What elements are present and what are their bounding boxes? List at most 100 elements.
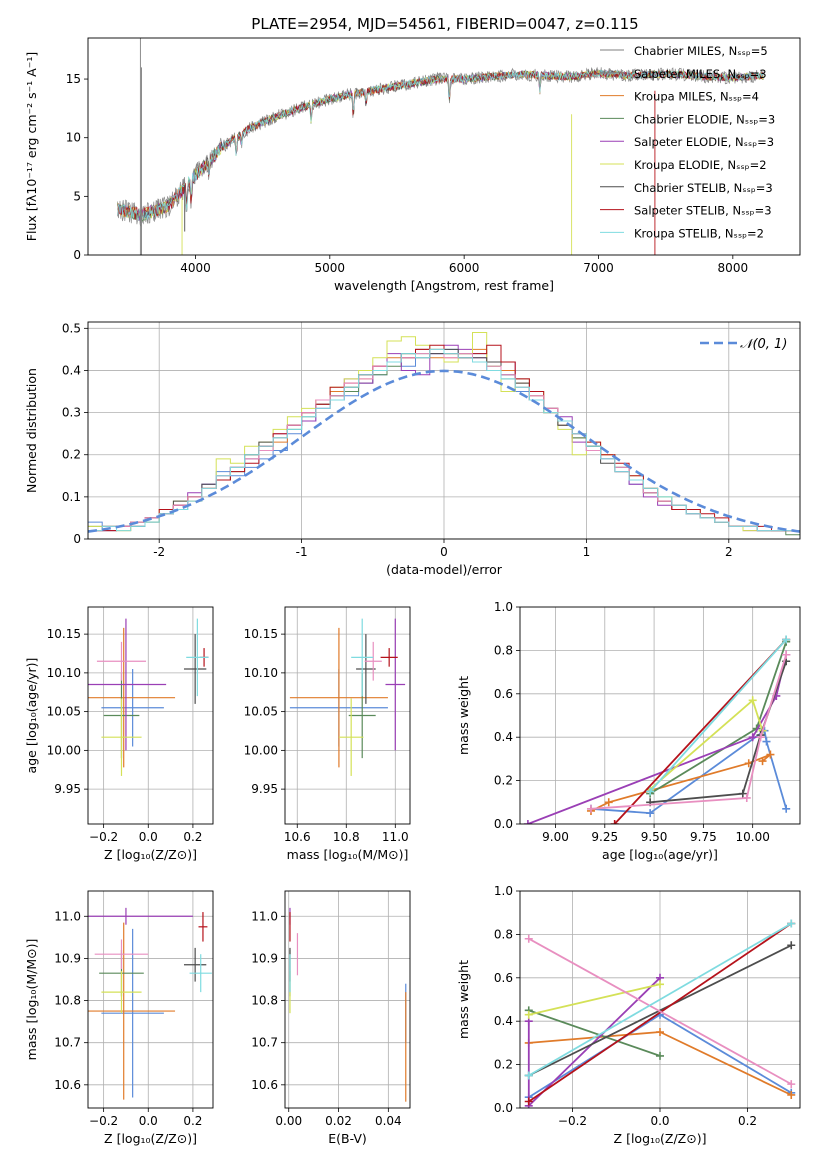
x-tick-label: 4000 — [180, 261, 211, 275]
weight-marker — [524, 934, 533, 943]
axes-frame — [284, 606, 411, 825]
plot-area — [520, 607, 800, 824]
weight-marker — [787, 1080, 796, 1089]
weight-marker — [782, 635, 791, 644]
panel-age_vs_Z: −0.2 0.0 0.2 9.95 10.00 10.05 10.10 10.15 Z [log… — [24, 606, 214, 862]
legend-label: Chabrier MILES, Nₛₛₚ=5 — [634, 44, 768, 58]
errorbar-point — [364, 641, 382, 681]
y-tick-label: 10.6 — [251, 1078, 278, 1092]
panel-residuals: -2 -1 0 1 2 0 0.1 0.2 0.3 0.4 0.5 (data-model)/erro… — [24, 321, 801, 577]
grid — [285, 607, 410, 824]
weight-line — [528, 1009, 661, 1057]
x-tick-label: 8000 — [718, 261, 749, 275]
legend-label: Kroupa ELODIE, Nₛₛₚ=2 — [634, 158, 767, 172]
panel-age_vs_mass: 10.6 10.8 11.0 9.95 10.00 10.05 10.10 10.15 mass… — [244, 606, 411, 862]
errorbar-point — [289, 627, 388, 768]
x-tick-label: 6000 — [449, 261, 480, 275]
plot-area — [117, 38, 764, 255]
errorbar-point — [101, 698, 142, 776]
weight-marker — [766, 750, 775, 759]
weight-series — [646, 657, 791, 807]
spectrum-line — [117, 69, 764, 221]
weight-line — [528, 937, 792, 1085]
grid — [285, 891, 410, 1108]
grid — [88, 322, 800, 539]
errorbar-point — [380, 648, 398, 667]
errorbar-point — [88, 618, 167, 751]
weight-marker — [610, 820, 619, 824]
y-tick-label: 0.4 — [494, 1014, 513, 1028]
normal-reference-curve — [88, 369, 800, 533]
y-tick-label: 11.0 — [54, 909, 81, 923]
plot-area — [88, 322, 800, 539]
y-tick-label: 0.0 — [494, 817, 513, 831]
y-tick-label: 10.7 — [54, 1036, 81, 1050]
x-axis-label: (data-model)/error — [386, 562, 503, 577]
errorbar-point — [385, 618, 406, 751]
legend: Chabrier MILES, Nₛₛₚ=5 Salpeter MILES, Nₛ… — [600, 44, 775, 240]
errorbar-point — [101, 971, 142, 1014]
panel-mass_vs_EBV: 0.00 0.02 0.04 10.6 10.7 10.8 10.9 11.0 E(B-V) — [251, 890, 411, 1146]
panel-spectrum: 4000 5000 6000 7000 8000 0 5 10 15 wavelength [An… — [24, 37, 801, 293]
y-tick-label: 0.2 — [494, 774, 513, 788]
y-tick-label: 10.9 — [251, 951, 278, 965]
legend-label: Salpeter ELODIE, Nₛₛₚ=3 — [634, 135, 774, 149]
x-tick-label: 0 — [440, 545, 448, 559]
x-tick-label: 10.6 — [284, 830, 311, 844]
y-axis-label: Normed distribution — [24, 368, 39, 493]
x-tick-label: 0.2 — [183, 1114, 202, 1128]
legend-label: Kroupa STELIB, Nₛₛₚ=2 — [634, 226, 764, 240]
weight-marker — [586, 804, 595, 813]
x-tick-label: 9.75 — [690, 830, 717, 844]
y-tick-label: 10.8 — [251, 994, 278, 1008]
weight-marker — [524, 1071, 533, 1080]
y-tick-label: 10 — [66, 131, 81, 145]
errorbar-point — [94, 939, 149, 969]
axes-frame — [87, 37, 801, 256]
y-tick-label: 0.5 — [62, 321, 81, 335]
y-tick-label: 10.00 — [244, 743, 278, 757]
weight-marker — [782, 650, 791, 659]
errorbar-point — [88, 922, 176, 1100]
x-tick-label: 0.02 — [325, 1114, 352, 1128]
weight-marker — [523, 820, 532, 824]
x-axis-label: E(B-V) — [328, 1131, 367, 1146]
weight-marker — [758, 757, 767, 766]
x-axis-label: age [log₁₀(age/yr)] — [602, 847, 718, 862]
x-tick-label: 7000 — [583, 261, 614, 275]
x-tick-label: −0.2 — [89, 1114, 118, 1128]
y-tick-label: 0.6 — [494, 971, 513, 985]
legend-label: Salpeter STELIB, Nₛₛₚ=3 — [634, 204, 772, 218]
x-tick-label: 1 — [583, 545, 591, 559]
plot-area — [88, 607, 213, 824]
y-tick-label: 0.6 — [494, 687, 513, 701]
axes-frame — [87, 890, 214, 1109]
weight-marker — [787, 919, 796, 928]
y-axis-label: mass [log₁₀(M/M⊙)] — [24, 939, 39, 1061]
legend-label: Kroupa MILES, Nₛₛₚ=4 — [634, 90, 759, 104]
legend-label: Chabrier STELIB, Nₛₛₚ=3 — [634, 181, 773, 195]
errorbar-point — [88, 627, 176, 768]
plot-area — [285, 607, 410, 824]
weight-marker — [646, 809, 655, 818]
weight-marker — [524, 1097, 533, 1106]
errorbar-point — [356, 634, 376, 704]
grid — [88, 607, 213, 824]
y-tick-label: 9.95 — [251, 782, 278, 796]
errorbar-point — [183, 947, 207, 982]
x-tick-label: −0.2 — [558, 1114, 587, 1128]
errorbar-point — [101, 669, 164, 747]
errorbar-point — [351, 618, 374, 697]
y-tick-label: 10.15 — [47, 627, 81, 641]
weight-marker — [738, 789, 747, 798]
panel-weight_vs_Z: −0.2 0.0 0.2 0.0 0.2 0.4 0.6 0.8 1.0 Z [log₁₀(Z/Z… — [456, 884, 801, 1146]
x-tick-label: 2 — [725, 545, 733, 559]
weight-series — [524, 980, 664, 1019]
weight-marker — [604, 798, 613, 807]
x-tick-label: 9.50 — [641, 830, 668, 844]
y-tick-label: 0.8 — [494, 927, 513, 941]
x-tick-label: 0.2 — [738, 1114, 757, 1128]
x-tick-label: 0.00 — [275, 1114, 302, 1128]
y-axis-label: mass weight — [456, 960, 471, 1039]
